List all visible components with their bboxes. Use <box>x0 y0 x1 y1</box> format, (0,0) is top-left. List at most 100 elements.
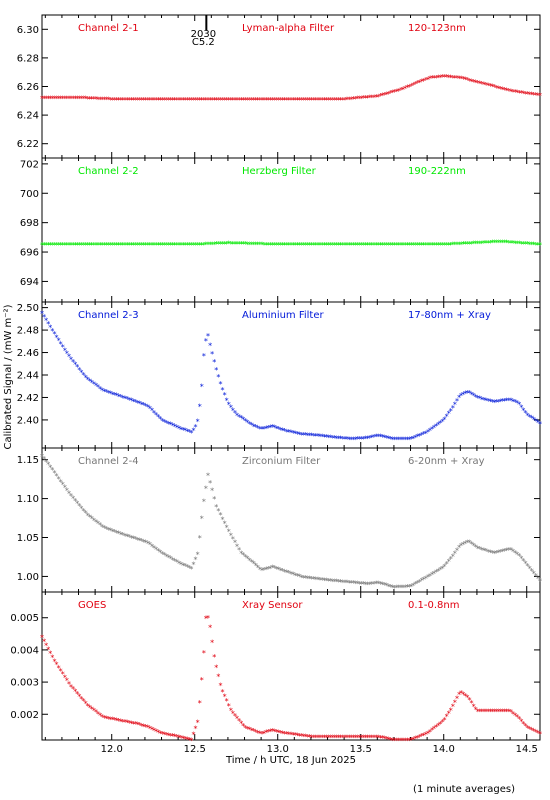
data-point: * <box>488 239 492 248</box>
data-point: * <box>127 96 131 105</box>
data-point: * <box>528 240 532 249</box>
data-point: * <box>245 96 249 105</box>
data-point: * <box>339 96 343 105</box>
data-point: * <box>162 551 166 560</box>
data-point: * <box>241 551 245 560</box>
data-point: * <box>154 96 158 105</box>
data-point: * <box>61 241 65 250</box>
data-point: * <box>50 241 54 250</box>
data-point: * <box>198 699 202 708</box>
data-point: * <box>501 708 505 717</box>
data-point: * <box>102 524 106 533</box>
data-point: * <box>405 241 409 250</box>
data-point: * <box>293 571 297 580</box>
data-point: * <box>231 710 235 719</box>
data-point: * <box>326 241 330 250</box>
data-point: * <box>306 241 310 250</box>
data-point: * <box>115 717 119 726</box>
data-point: * <box>94 382 98 391</box>
data-point: * <box>82 241 86 250</box>
y-tick-label: 1.15 <box>17 455 39 466</box>
data-point: * <box>208 479 212 488</box>
data-point: * <box>270 423 274 432</box>
data-point: * <box>362 94 366 103</box>
data-point: * <box>409 736 413 745</box>
data-point: * <box>59 94 63 103</box>
data-point: * <box>102 96 106 105</box>
data-point: * <box>102 714 106 723</box>
data-point: * <box>208 96 212 105</box>
data-point: * <box>476 394 480 403</box>
data-point: * <box>146 403 150 412</box>
data-point: * <box>287 730 291 739</box>
data-point: * <box>204 337 208 346</box>
data-point: * <box>187 241 191 250</box>
data-point: * <box>121 241 125 250</box>
data-point: * <box>92 95 96 104</box>
data-point: * <box>414 80 418 89</box>
data-point: * <box>233 409 237 418</box>
data-point: * <box>351 95 355 104</box>
data-point: * <box>324 577 328 586</box>
data-point: * <box>113 716 117 725</box>
data-point: * <box>532 416 536 425</box>
panel-frame <box>41 301 541 449</box>
data-point: * <box>447 709 451 718</box>
data-point: * <box>403 737 407 746</box>
data-point: * <box>121 531 125 540</box>
data-point: * <box>144 241 148 250</box>
data-point: * <box>387 241 391 250</box>
data-point: * <box>337 96 341 105</box>
data-point: * <box>75 94 79 103</box>
data-point: * <box>405 436 409 445</box>
data-point: * <box>490 83 494 92</box>
data-point: * <box>150 542 154 551</box>
data-point: * <box>40 310 44 319</box>
data-point: * <box>277 566 281 575</box>
data-point: * <box>505 546 509 555</box>
data-point: * <box>403 241 407 250</box>
data-point: * <box>102 241 106 250</box>
data-point: * <box>173 733 177 742</box>
data-point: * <box>268 424 272 433</box>
data-point: * <box>123 395 127 404</box>
band-label: 0.1-0.8nm <box>408 600 460 611</box>
data-point: * <box>517 89 521 98</box>
data-point: * <box>92 707 96 716</box>
data-point: * <box>279 96 283 105</box>
data-point: * <box>380 241 384 250</box>
data-point: * <box>142 722 146 731</box>
data-point: * <box>225 240 229 249</box>
data-point: * <box>470 390 474 399</box>
data-point: * <box>150 241 154 250</box>
data-point: * <box>104 96 108 105</box>
data-point: * <box>310 241 314 250</box>
data-point: * <box>337 733 341 742</box>
data-point: * <box>156 728 160 737</box>
data-point: * <box>366 94 370 103</box>
data-point: * <box>488 82 492 91</box>
data-point: * <box>380 433 384 442</box>
data-point: * <box>304 431 308 440</box>
data-point: * <box>86 702 90 711</box>
data-point: * <box>223 520 227 529</box>
data-point: * <box>378 734 382 743</box>
data-point: * <box>63 484 67 493</box>
data-point: * <box>362 241 366 250</box>
data-point: * <box>179 560 183 569</box>
data-point: * <box>119 241 123 250</box>
data-point: * <box>459 391 463 400</box>
data-point: * <box>262 729 266 738</box>
data-point: * <box>46 241 50 250</box>
data-point: * <box>57 475 61 484</box>
data-point: * <box>104 715 108 724</box>
data-point: * <box>237 240 241 249</box>
data-point: * <box>366 581 370 590</box>
data-point: * <box>428 728 432 737</box>
data-point: * <box>295 430 299 439</box>
data-point: * <box>515 399 519 408</box>
data-point: * <box>318 96 322 105</box>
data-point: * <box>258 96 262 105</box>
data-point: * <box>310 432 314 441</box>
data-point: * <box>248 726 252 735</box>
